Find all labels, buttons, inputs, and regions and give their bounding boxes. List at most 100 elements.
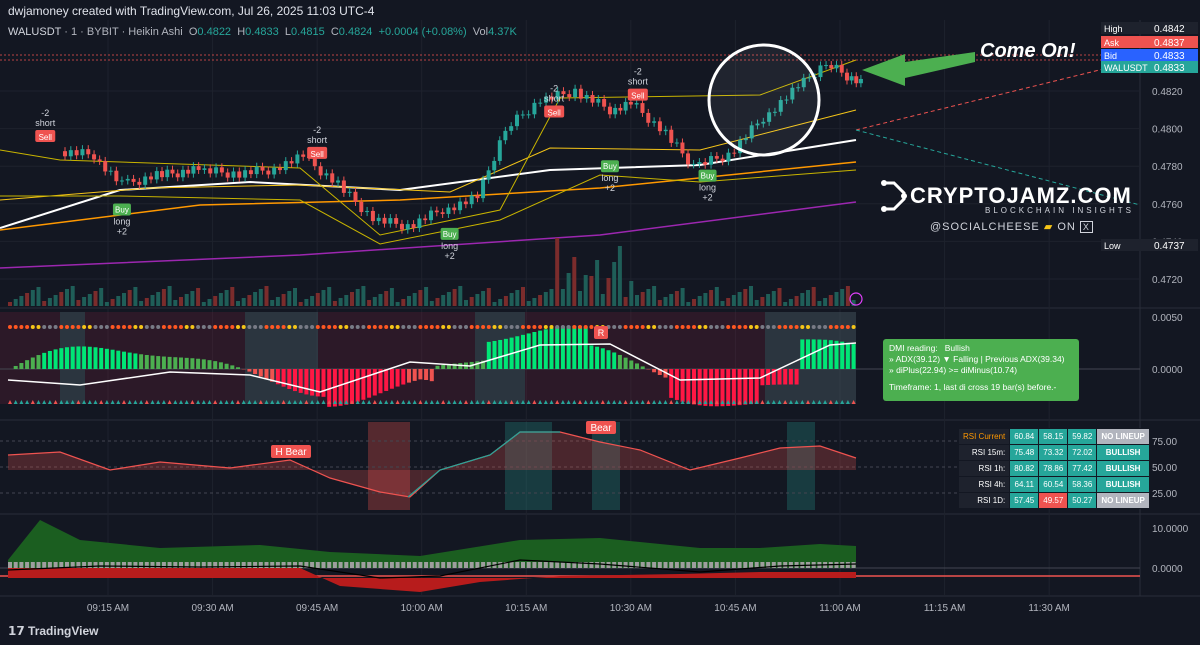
dmi-histogram-bar — [127, 352, 132, 369]
signal-extra-label: short — [35, 118, 56, 128]
rsi-value: 50.27 — [1067, 492, 1098, 509]
price-label-name: WALUSDT — [1104, 63, 1148, 73]
volume-bar — [726, 298, 731, 306]
candle-body — [709, 156, 714, 165]
candle-body — [858, 78, 863, 84]
rsi-row: RSI 15m: 75.48 73.32 72.02 BULLISH — [957, 444, 1150, 461]
dmi-arrow-marker — [93, 400, 98, 404]
buy-signal-label: Buy — [115, 205, 129, 214]
candle-body — [520, 114, 525, 116]
osc-bar — [355, 562, 360, 568]
dmi-histogram-bar — [560, 326, 565, 369]
volume-bar — [572, 257, 577, 306]
volume-bar — [287, 291, 292, 306]
candle-body — [382, 217, 387, 224]
volume-bar — [623, 297, 628, 306]
dmi-dot — [133, 325, 138, 329]
volume-bar — [629, 281, 634, 306]
dmi-histogram-bar — [355, 369, 360, 402]
osc-bar — [161, 562, 166, 568]
dmi-histogram-bar — [401, 369, 406, 385]
dmi-arrow-marker — [777, 400, 782, 404]
x-tick-label: 09:15 AM — [87, 603, 129, 614]
y-tick-label: 0.0000 — [1152, 564, 1183, 575]
osc-bar — [19, 562, 24, 568]
dmi-arrow-marker — [555, 400, 560, 404]
symbol-name[interactable]: WALUSDT — [8, 26, 62, 38]
volume-bar — [367, 300, 372, 306]
osc-green-area — [8, 520, 856, 568]
dmi-histogram-bar — [327, 369, 332, 407]
candle-body — [829, 65, 834, 69]
dmi-arrow-marker — [646, 400, 651, 404]
rsi-area — [8, 432, 856, 497]
dmi-histogram-bar — [150, 355, 155, 369]
dmi-dot — [543, 325, 548, 329]
candle-body — [596, 99, 601, 103]
dmi-histogram-bar — [486, 341, 491, 369]
high-value: 0.4833 — [245, 26, 279, 38]
candle-body — [399, 223, 404, 230]
dmi-arrow-marker — [338, 400, 343, 404]
rsi-status: BULLISH — [1096, 444, 1150, 461]
candle-body — [341, 180, 346, 193]
dmi-histogram-bar — [19, 363, 24, 369]
dmi-histogram-bar — [600, 348, 605, 369]
price-label-name: Low — [1104, 241, 1121, 251]
osc-bar — [213, 562, 218, 568]
dmi-arrow-marker — [65, 400, 69, 404]
volume-bar — [310, 296, 315, 306]
osc-bar — [543, 562, 548, 568]
highlight-circle — [707, 43, 821, 157]
dmi-dot — [663, 325, 668, 329]
interval[interactable]: 1 — [70, 26, 78, 38]
osc-bar — [144, 562, 149, 568]
dmi-dot — [332, 325, 337, 329]
candle-body — [394, 218, 399, 224]
dmi-histogram-bar — [287, 369, 292, 389]
dmi-arrow-marker — [486, 400, 491, 404]
y-tick-label: 0.4800 — [1152, 125, 1183, 136]
candle-body — [191, 166, 196, 174]
candle-body — [772, 111, 777, 113]
tradingview-logo[interactable]: 𝟭𝟳 TradingView — [8, 624, 99, 638]
dmi-arrow-marker — [806, 400, 810, 404]
y-tick-label: 75.00 — [1152, 437, 1177, 448]
dmi-dot — [652, 325, 657, 329]
dmi-dot — [367, 325, 372, 329]
dmi-histogram-bar — [13, 365, 18, 369]
dmi-histogram-bar — [230, 365, 235, 369]
dmi-arrow-marker — [310, 400, 315, 404]
x-tick-label: 10:15 AM — [505, 603, 547, 614]
osc-bar — [82, 562, 87, 568]
dmi-histogram-bar — [737, 369, 742, 406]
dmi-histogram-bar — [184, 357, 189, 369]
dmi-dot — [697, 325, 702, 329]
osc-bar — [139, 562, 144, 568]
osc-bar — [555, 562, 560, 568]
dmi-histogram-bar — [116, 350, 121, 369]
volume-bar — [338, 298, 343, 306]
candle-body — [63, 151, 68, 157]
symbol-legend[interactable]: WALUSDT · 1 · BYBIT · Heikin Ashi O0.482… — [8, 26, 517, 38]
volume-bar — [503, 296, 508, 306]
dmi-dot — [760, 325, 765, 329]
dmi-dot — [526, 325, 531, 329]
dmi-histogram-bar — [36, 355, 41, 369]
volume-bar — [469, 297, 474, 306]
osc-bar — [122, 562, 126, 568]
candle-body — [726, 152, 731, 162]
volume-bar — [509, 293, 514, 306]
dmi-histogram-bar — [47, 350, 52, 369]
candle-body — [475, 195, 480, 199]
candle-body — [790, 87, 795, 100]
osc-bar — [663, 562, 668, 568]
candle-body — [463, 201, 468, 205]
dmi-dot — [771, 325, 776, 329]
volume-bar — [515, 290, 520, 306]
volume-bar — [82, 297, 87, 306]
osc-bar — [475, 562, 480, 568]
osc-bar — [640, 562, 645, 568]
osc-red-area — [8, 568, 856, 592]
